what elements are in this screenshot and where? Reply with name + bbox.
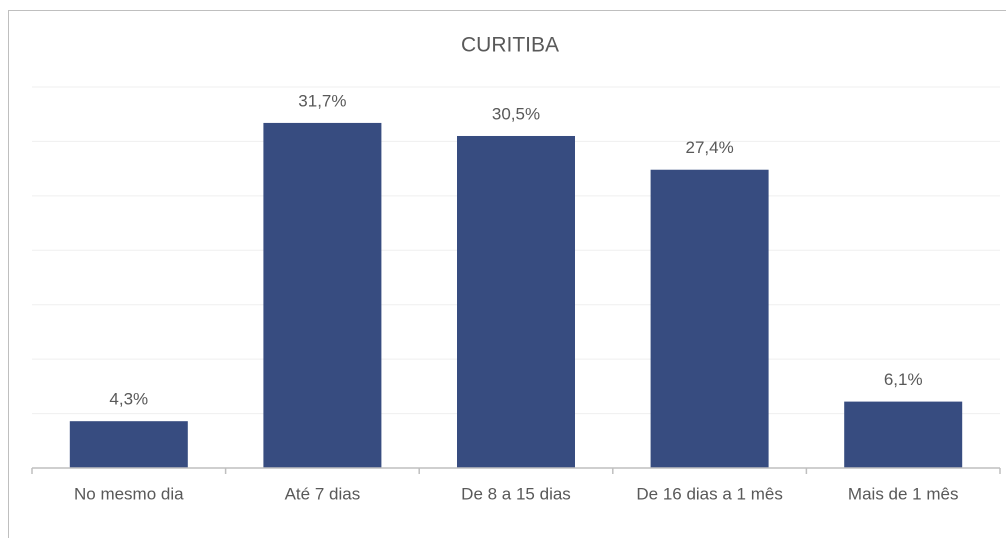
data-label: 4,3%: [109, 390, 148, 409]
bar: [263, 122, 382, 469]
x-tick-label: Até 7 dias: [285, 484, 361, 503]
bar: [844, 401, 963, 468]
data-label: 27,4%: [685, 138, 733, 157]
x-tick-label: De 8 a 15 dias: [461, 484, 571, 503]
data-label: 31,7%: [298, 91, 346, 110]
data-label: 6,1%: [884, 370, 923, 389]
bar: [457, 135, 575, 468]
bar: [69, 421, 188, 468]
data-label: 30,5%: [492, 104, 540, 123]
bar: [650, 169, 769, 468]
chart-title: CURITIBA: [461, 34, 559, 57]
x-tick-label: No mesmo dia: [74, 484, 184, 503]
x-tick-label: De 16 dias a 1 mês: [636, 484, 782, 503]
x-tick-label: Mais de 1 mês: [848, 484, 959, 503]
